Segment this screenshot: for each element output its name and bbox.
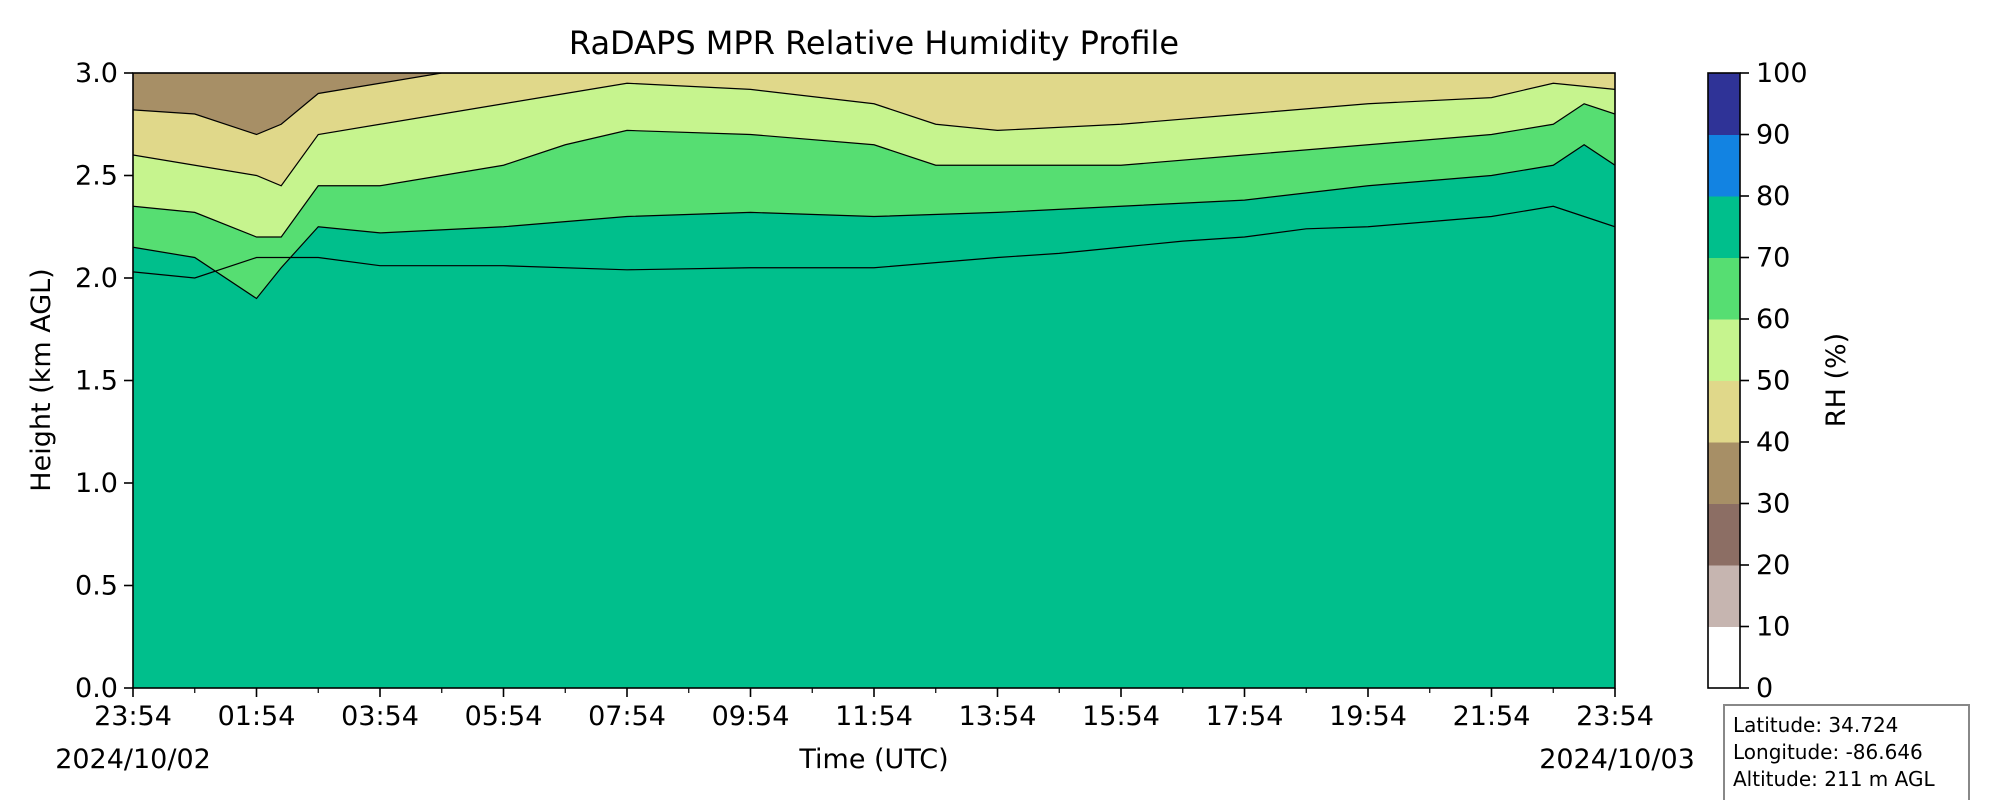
colorbar-segment (1708, 319, 1740, 381)
x-tick-label: 13:54 (959, 701, 1037, 732)
end-date-label: 2024/10/03 (1539, 744, 1695, 775)
colorbar-segment (1708, 196, 1740, 258)
rh-contour-50 (133, 103, 1615, 238)
rh-contour-40 (133, 82, 1615, 187)
location-info-box: Latitude: 34.724 Longitude: -86.646 Alti… (1723, 704, 1970, 800)
colorbar-tick-label: 60 (1756, 304, 1790, 335)
colorbar-segment (1708, 503, 1740, 566)
colorbar-tick-label: 100 (1756, 58, 1808, 89)
colorbar-segment (1708, 73, 1740, 135)
y-axis-title: Height (km AGL) (26, 268, 57, 491)
x-tick-label: 21:54 (1453, 701, 1531, 732)
rh-filled-contours (133, 73, 1615, 688)
colorbar-tick-label: 80 (1756, 181, 1790, 212)
x-tick-label: 17:54 (1206, 701, 1284, 732)
longitude-text: Longitude: -86.646 (1733, 740, 1923, 764)
chart-title: RaDAPS MPR Relative Humidity Profile (569, 24, 1179, 62)
start-date-label: 2024/10/02 (55, 744, 211, 775)
colorbar-segment (1708, 442, 1740, 504)
rh-contour-30 (133, 73, 1615, 136)
colorbar-tick-label: 50 (1756, 366, 1790, 397)
y-axis: 0.0 0.5 1.0 1.5 2.0 2.5 3.0 (75, 58, 133, 704)
rh-contour-lines (133, 73, 1615, 300)
plot-area (132, 72, 1616, 689)
x-tick-label: 15:54 (1082, 701, 1160, 732)
colorbar-tick-label: 20 (1756, 550, 1790, 581)
colorbar-segment (1708, 134, 1740, 197)
y-tick-label: 2.0 (75, 263, 118, 294)
y-tick-label: 3.0 (75, 58, 118, 89)
colorbar-tick-label: 40 (1756, 427, 1790, 458)
x-tick-label: 23:54 (94, 701, 172, 732)
x-tick-label: 09:54 (712, 701, 790, 732)
colorbar-segment (1708, 565, 1740, 627)
rh-contour-60 (133, 144, 1615, 300)
x-tick-label: 03:54 (341, 701, 419, 732)
x-axis-title: Time (UTC) (798, 744, 948, 775)
x-tick-label: 19:54 (1329, 701, 1407, 732)
altitude-text: Altitude: 211 m AGL (1733, 767, 1935, 791)
y-tick-label: 2.5 (75, 161, 118, 192)
y-tick-label: 1.0 (75, 468, 118, 499)
colorbar-tick-label: 70 (1756, 243, 1790, 274)
colorbar-tick-label: 90 (1756, 120, 1790, 151)
rh-contour-70 (133, 205, 1615, 279)
colorbar-segment (1708, 626, 1740, 689)
x-tick-label: 07:54 (588, 701, 666, 732)
y-tick-label: 0.5 (75, 571, 118, 602)
colorbar-title: RH (%) (1821, 333, 1852, 427)
colorbar-segment (1708, 257, 1740, 320)
x-tick-label: 23:54 (1576, 701, 1654, 732)
colorbar-tick-label: 10 (1756, 612, 1790, 643)
colorbar-segment (1708, 380, 1740, 443)
x-tick-label: 05:54 (465, 701, 543, 732)
y-tick-label: 1.5 (75, 366, 118, 397)
colorbar-tick-label: 30 (1756, 489, 1790, 520)
colorbar: 0 10 20 30 40 50 60 70 80 90 100 (1707, 58, 1808, 704)
rh-band-40 (133, 73, 1615, 186)
latitude-text: Latitude: 34.724 (1733, 713, 1898, 737)
x-tick-label: 11:54 (835, 701, 913, 732)
y-tick-label: 0.0 (75, 673, 118, 704)
x-axis: 23:54 01:54 03:54 05:54 07:54 09:54 11:54 13:54… (94, 688, 1654, 732)
rh-band-30 (133, 73, 1615, 135)
colorbar-tick-label: 0 (1756, 673, 1773, 704)
x-tick-label: 01:54 (218, 701, 296, 732)
